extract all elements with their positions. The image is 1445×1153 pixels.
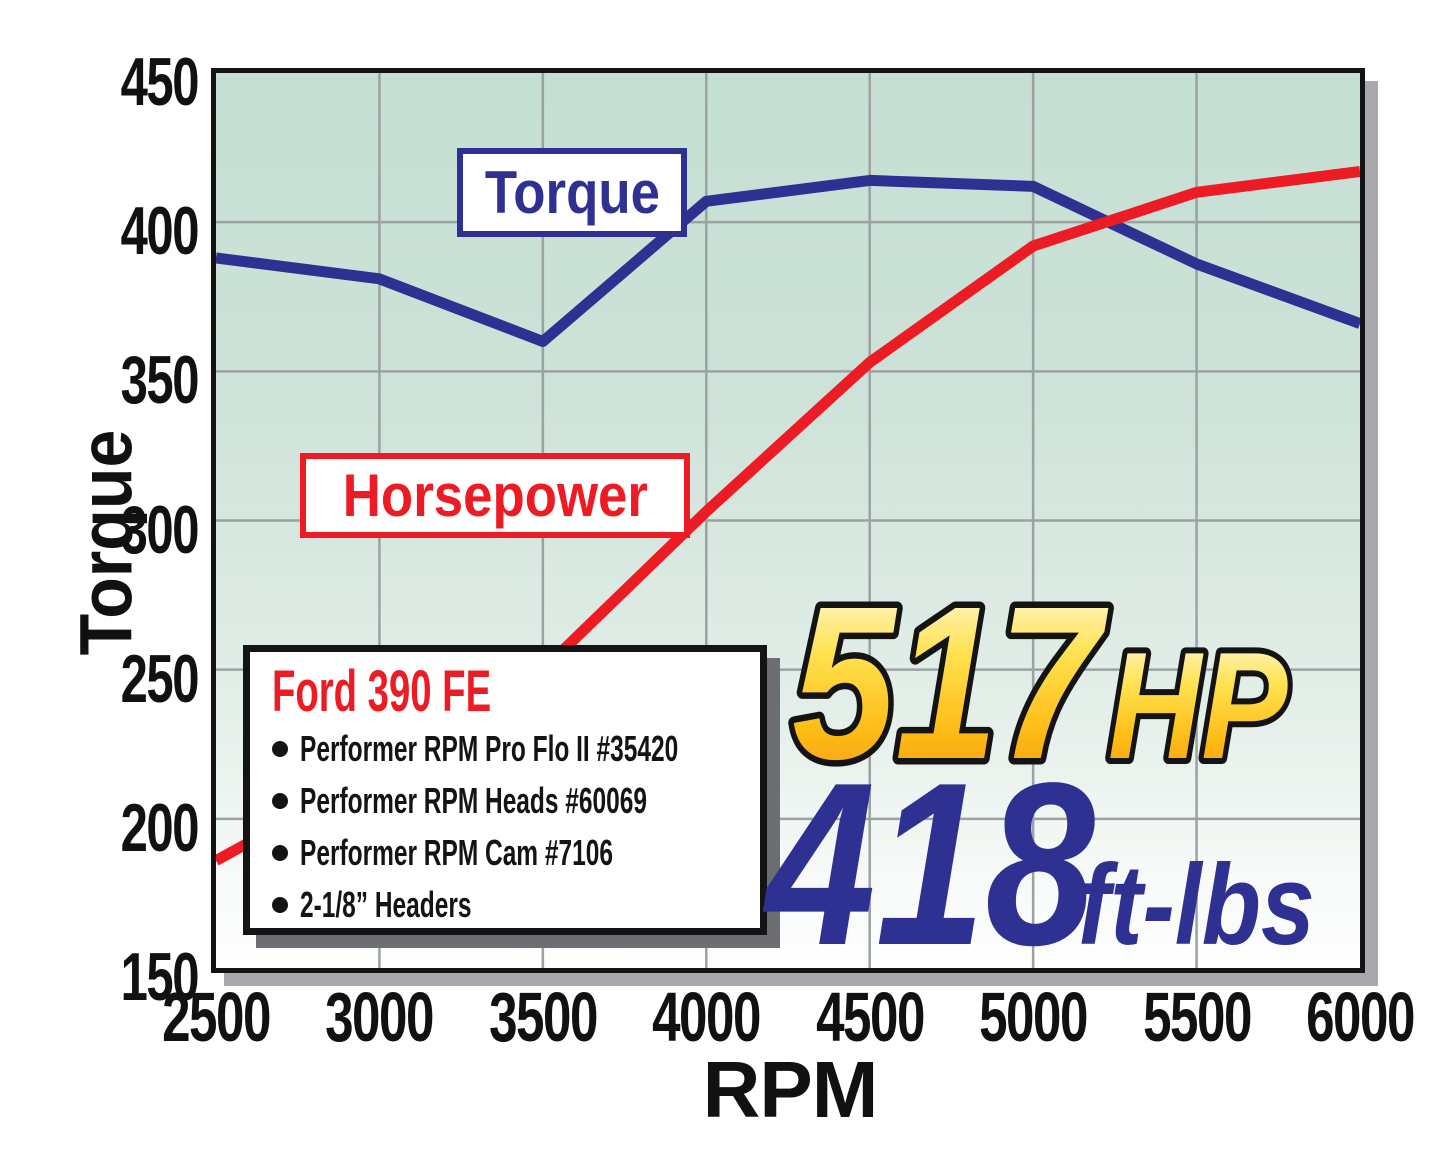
y-tick-label: 150 <box>120 939 200 1015</box>
peak-hp-unit: HP <box>1108 620 1288 790</box>
x-tick-label: 3000 <box>325 978 434 1056</box>
peak-numbers-callout: 517 HP 418 ft-lbs <box>762 555 1315 970</box>
torque-curve <box>216 174 1360 347</box>
x-tick-label: 5500 <box>1142 978 1252 1056</box>
y-tick-label: 350 <box>120 342 200 419</box>
engine-spec-title: Ford 390 FE <box>272 659 492 724</box>
engine-spec-item: 2-1/8” Headers <box>272 879 760 931</box>
engine-spec-list: Performer RPM Pro Flo II #35420 Performer… <box>272 723 760 931</box>
engine-spec-text: 2-1/8” Headers <box>300 883 472 925</box>
engine-spec-item: Performer RPM Pro Flo II #35420 <box>272 723 760 775</box>
x-tick-label: 3500 <box>488 978 598 1056</box>
horsepower-legend-label: Horsepower <box>342 461 648 529</box>
bullet-icon <box>272 896 288 913</box>
engine-spec-text: Performer RPM Cam #7106 <box>300 831 613 873</box>
x-axis-title: RPM <box>702 1045 879 1134</box>
x-tick-label: 4000 <box>652 978 761 1056</box>
x-tick-label: 6000 <box>1306 978 1415 1056</box>
x-tick-label: 4500 <box>815 978 925 1056</box>
peak-torque-value: 418 <box>762 734 1095 970</box>
bullet-icon <box>272 792 288 809</box>
y-tick-label: 450 <box>120 44 200 120</box>
bullet-icon <box>272 740 288 757</box>
torque-legend-label: Torque <box>484 158 660 226</box>
bullet-icon <box>272 844 288 861</box>
y-tick-label: 300 <box>120 491 200 568</box>
y-tick-label: 250 <box>120 640 200 717</box>
engine-spec-text: Performer RPM Heads #60069 <box>300 779 647 821</box>
x-tick-label: 5000 <box>979 978 1088 1056</box>
y-tick-label: 400 <box>120 193 200 270</box>
engine-spec-text: Performer RPM Pro Flo II #35420 <box>300 727 679 769</box>
torque-legend-box: Torque <box>457 148 687 237</box>
engine-spec-item: Performer RPM Cam #7106 <box>272 827 760 879</box>
peak-hp-value: 517 <box>792 561 1109 805</box>
peak-torque-unit: ft-lbs <box>1078 842 1315 969</box>
x-tick-label: 2500 <box>162 978 271 1056</box>
horsepower-legend-box: Horsepower <box>300 453 690 538</box>
engine-spec-item: Performer RPM Heads #60069 <box>272 775 760 827</box>
engine-spec-box: Ford 390 FE Performer RPM Pro Flo II #35… <box>243 645 767 935</box>
y-tick-label: 200 <box>120 789 200 866</box>
